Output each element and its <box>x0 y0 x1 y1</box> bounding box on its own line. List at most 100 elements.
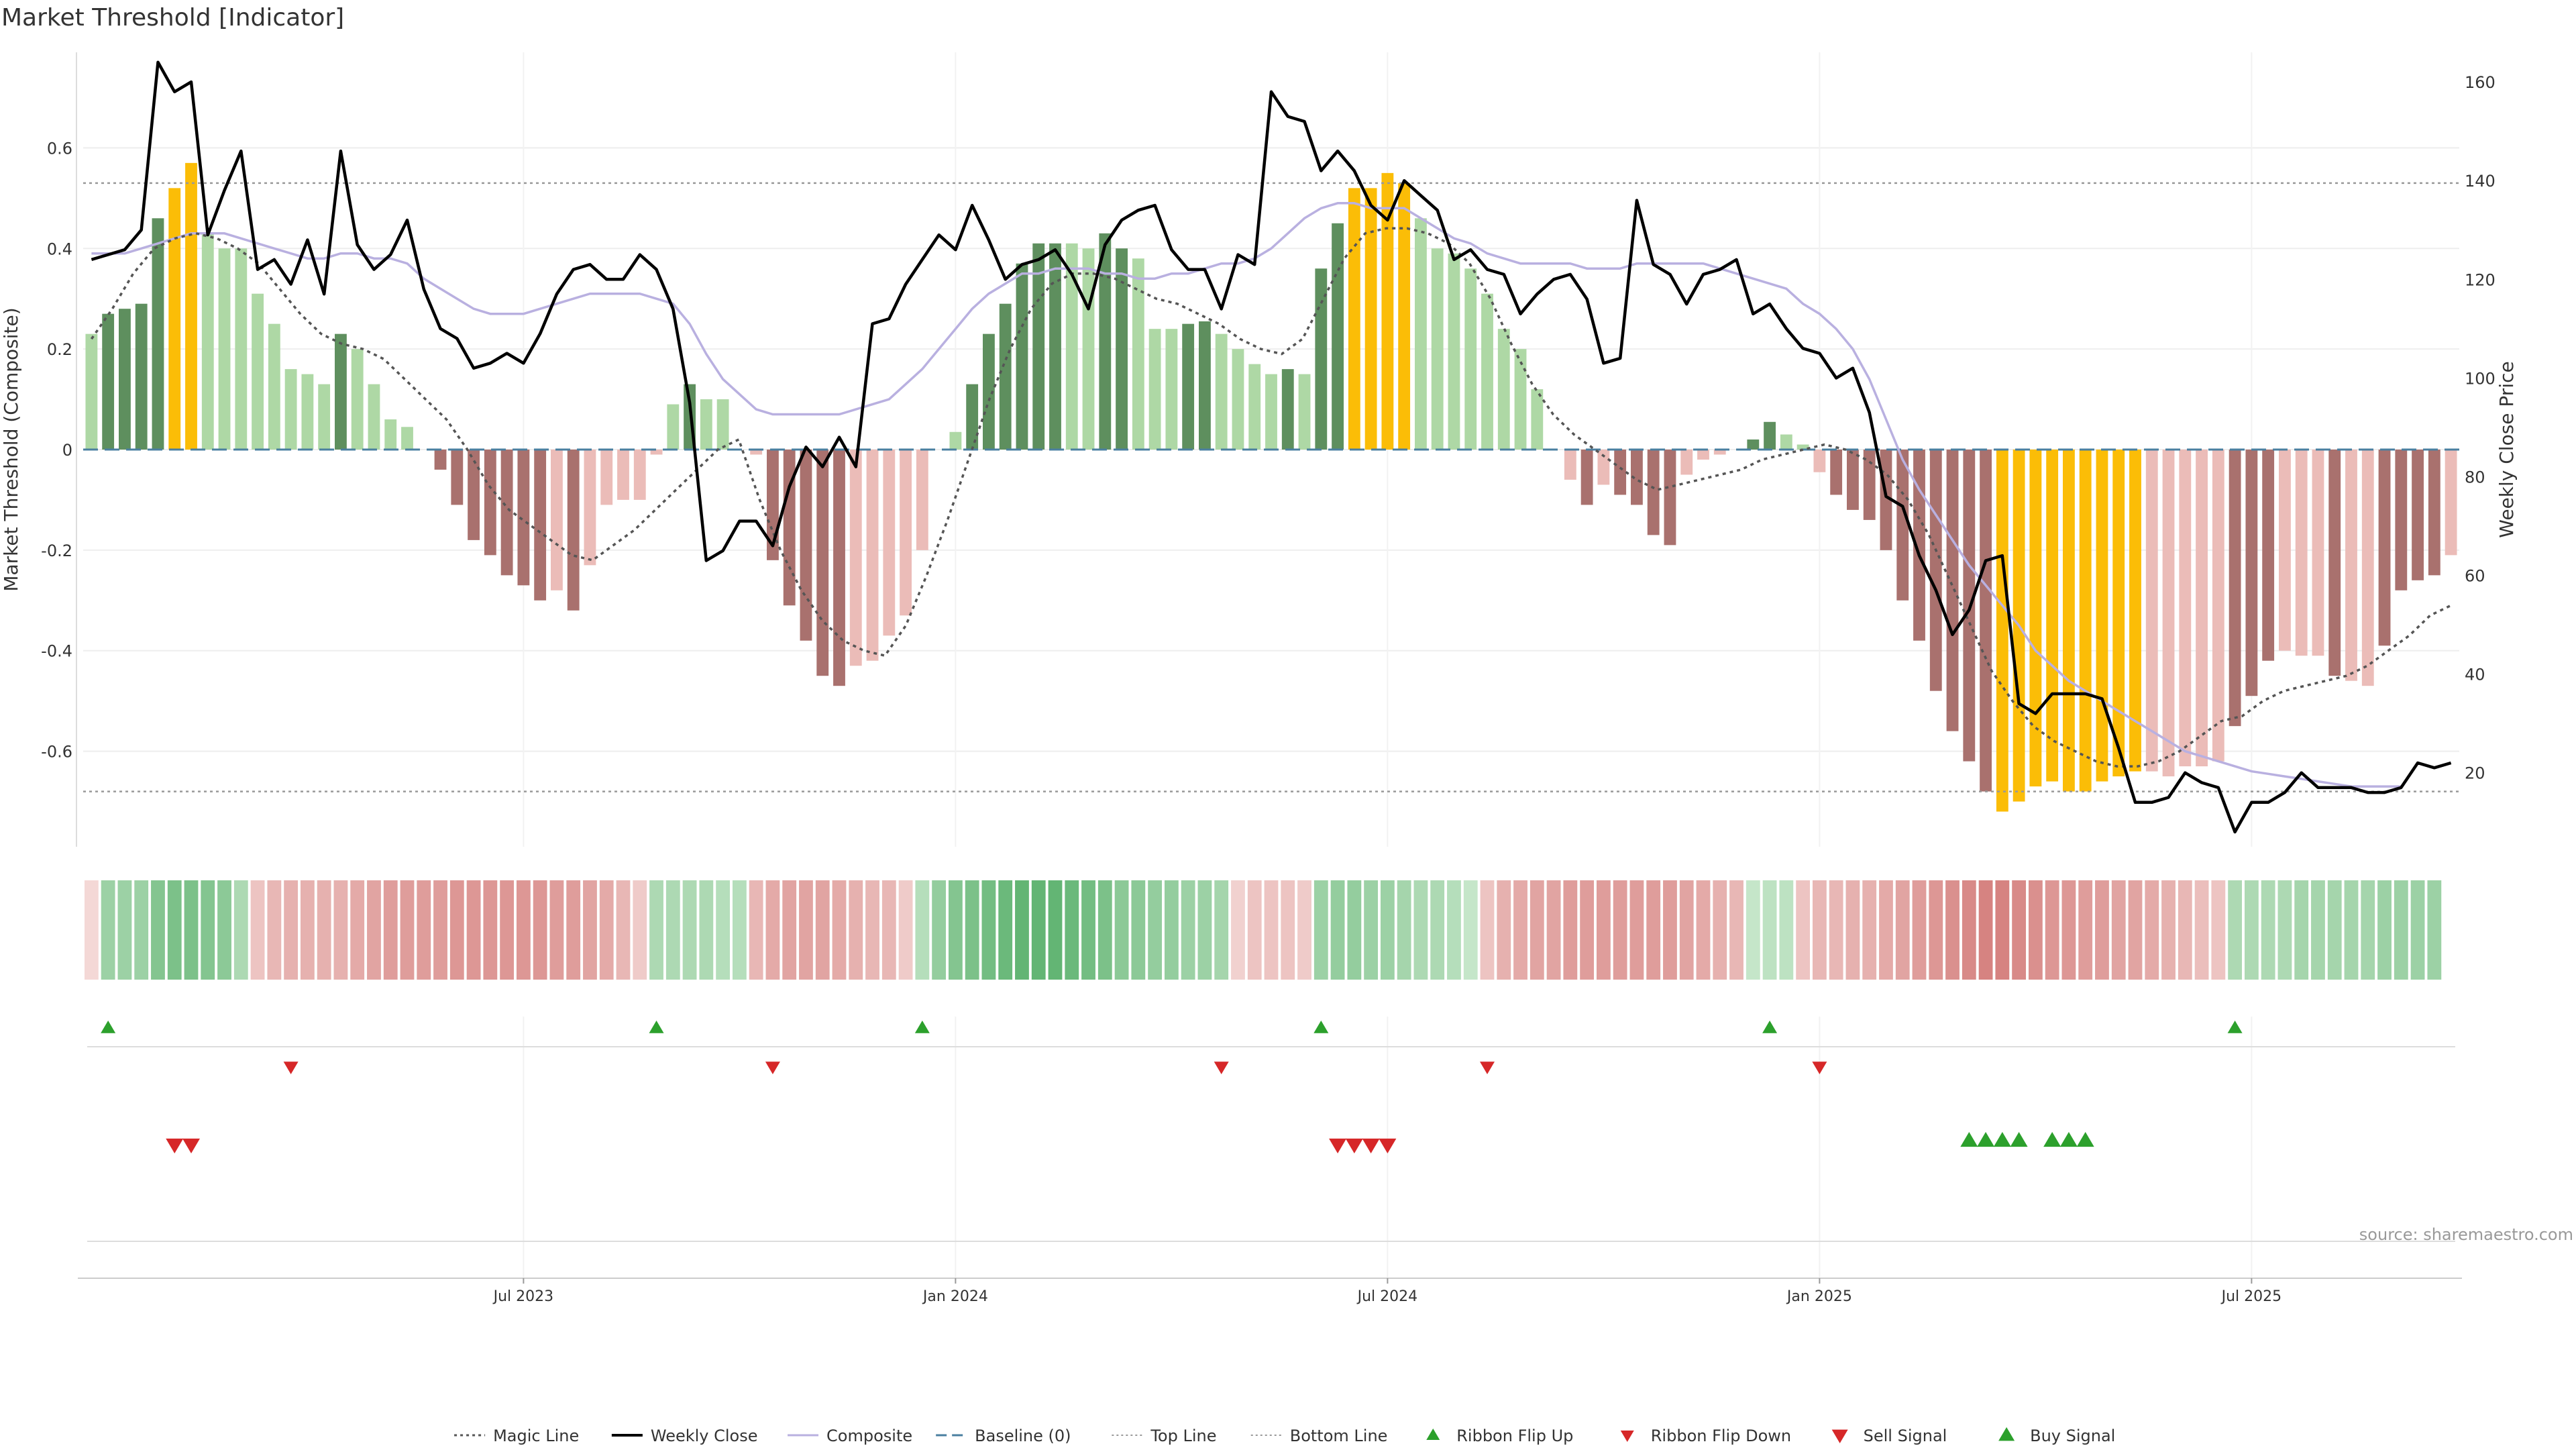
bar <box>551 450 563 590</box>
sell-signal-marker <box>1379 1138 1397 1153</box>
bar <box>1481 293 1493 450</box>
bar <box>1082 248 1095 450</box>
bar <box>833 450 845 686</box>
ribbon-cell <box>1197 880 1212 980</box>
ribbon-cell <box>2178 880 2192 980</box>
bar <box>301 374 314 450</box>
legend-label: Baseline (0) <box>975 1427 1071 1445</box>
ribbon-cell <box>1364 880 1379 980</box>
bar <box>2412 450 2424 580</box>
ribbon-cell <box>699 880 714 980</box>
ribbon-cell <box>383 880 398 980</box>
bar <box>517 450 530 586</box>
bar <box>2079 450 2092 792</box>
ribbon-cell <box>233 880 248 980</box>
bar <box>1647 450 1660 535</box>
bar <box>783 450 796 606</box>
buy-signal-marker <box>1993 1132 2011 1147</box>
ribbon-cell <box>1214 880 1229 980</box>
bar <box>268 323 280 450</box>
legend-item: Weekly Close <box>611 1427 758 1445</box>
ribbon-cell <box>84 880 99 980</box>
bar <box>2245 450 2258 696</box>
legend-symbol <box>1998 1427 2015 1441</box>
ribbon-cell <box>1480 880 1495 980</box>
ribbon-cell <box>965 880 979 980</box>
bar <box>2328 450 2341 676</box>
legend-label: Ribbon Flip Down <box>1651 1427 1791 1445</box>
ribbon-cell <box>1031 880 1046 980</box>
ribbon-cell <box>1779 880 1794 980</box>
bar <box>1398 183 1411 450</box>
ribbon-cell <box>1995 880 2010 980</box>
ribbon-cell <box>267 880 282 980</box>
ribbon-cell <box>2311 880 2325 980</box>
x-tick-label: Jul 2023 <box>492 1288 554 1305</box>
ribbon-cell <box>1945 880 1960 980</box>
bar <box>2428 450 2440 576</box>
ribbon-cell <box>516 880 531 980</box>
ribbon-cell <box>2061 880 2076 980</box>
y-right-tick-label: 160 <box>2465 73 2496 92</box>
ribbon-cell <box>1015 880 1029 980</box>
ribbon-cell <box>981 880 996 980</box>
ribbon-cell <box>998 880 1013 980</box>
bar <box>1464 268 1477 450</box>
bar <box>1531 389 1544 450</box>
bar <box>1747 439 1760 450</box>
ribbon-cell <box>367 880 381 980</box>
buy-signal-marker <box>2059 1132 2078 1147</box>
ribbon-cell <box>2261 880 2275 980</box>
bar <box>1929 450 1942 691</box>
bar <box>800 450 812 641</box>
sell-signal-marker <box>1362 1138 1380 1153</box>
ribbon-cell <box>1862 880 1877 980</box>
ribbon-cell <box>898 880 913 980</box>
ribbon-cell <box>915 880 930 980</box>
ribbon-flip-up-marker <box>2227 1021 2243 1033</box>
bar <box>135 303 148 450</box>
ribbon-cell <box>101 880 115 980</box>
ribbon-cell <box>1613 880 1627 980</box>
ribbon-cell <box>134 880 149 980</box>
bar <box>451 450 464 505</box>
ribbon-cell <box>1497 880 1511 980</box>
y-right-tick-label: 120 <box>2465 270 2496 289</box>
bar <box>2129 450 2141 772</box>
bar <box>284 369 297 450</box>
buy-signal-marker <box>1960 1132 1978 1147</box>
bar <box>650 450 663 455</box>
sell-signal-marker <box>166 1138 184 1153</box>
ribbon-cell <box>616 880 631 980</box>
bar <box>2312 450 2324 656</box>
bar <box>1830 450 1843 495</box>
ribbon-cell <box>1297 880 1311 980</box>
bar <box>1265 374 1277 450</box>
ribbon-cell <box>1629 880 1644 980</box>
ribbon-cell <box>2095 880 2109 980</box>
bar <box>1065 243 1078 450</box>
bar <box>434 450 447 470</box>
bar <box>152 218 164 450</box>
bar <box>500 450 513 576</box>
ribbon-flip-up-marker <box>914 1021 930 1033</box>
bar <box>1614 450 1627 495</box>
bar <box>1099 233 1112 450</box>
bar <box>716 399 729 450</box>
legend-item: Composite <box>788 1427 912 1445</box>
buy-signal-marker <box>2043 1132 2061 1147</box>
bar <box>667 404 680 450</box>
ribbon-cell <box>1380 880 1395 980</box>
ribbon-flip-down-marker <box>1480 1061 1495 1074</box>
bar <box>2279 450 2291 651</box>
ribbon-cell <box>1330 880 1345 980</box>
ribbon-cell <box>117 880 132 980</box>
bar <box>1896 450 1909 601</box>
bar <box>368 384 380 450</box>
y-left-tick-label: 0.4 <box>47 240 72 258</box>
bar <box>1497 329 1510 450</box>
bar <box>966 384 979 450</box>
bar <box>916 450 928 550</box>
bar <box>2212 450 2224 762</box>
bar <box>617 450 629 500</box>
